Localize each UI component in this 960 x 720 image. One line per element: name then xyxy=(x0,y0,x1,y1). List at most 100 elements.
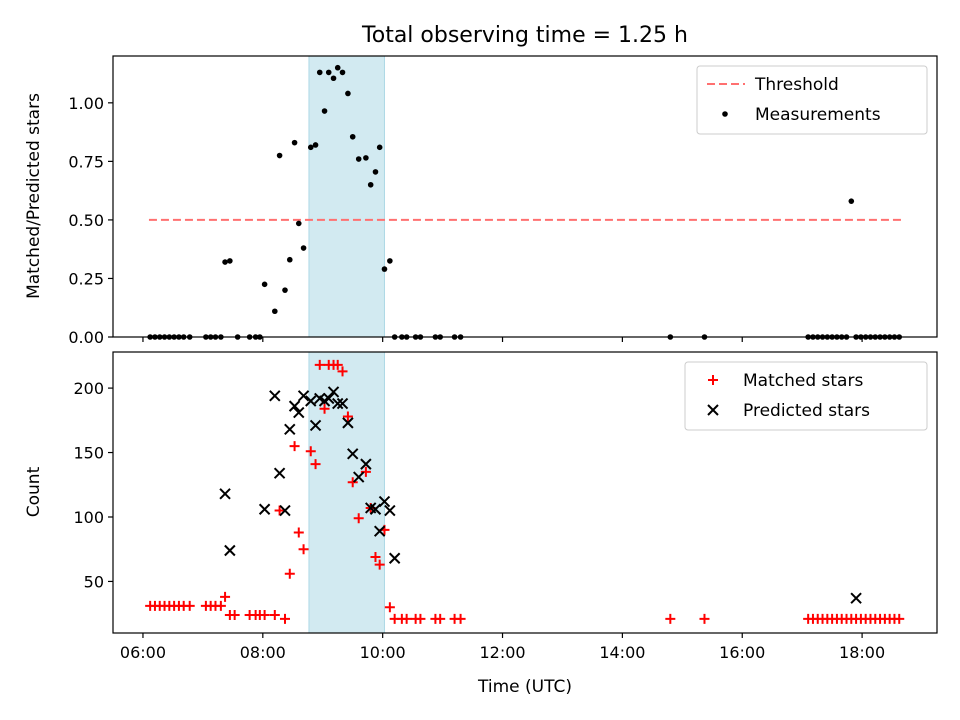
predicted-star-point xyxy=(219,488,231,500)
matched-star-point xyxy=(274,505,285,516)
legend-measurement-swatch xyxy=(722,111,728,117)
measurement-point xyxy=(330,75,337,82)
matched-star-point xyxy=(293,527,304,538)
measurement-point xyxy=(272,308,278,315)
predicted-star-point xyxy=(224,544,236,557)
matched-star-point xyxy=(455,613,466,624)
x-tick-label: 06:00 xyxy=(120,643,166,662)
predicted-star-point xyxy=(284,423,296,436)
y-tick-label: 150 xyxy=(73,444,104,463)
measurement-point xyxy=(300,245,307,251)
measurement-point xyxy=(372,169,379,175)
x-tick-label: 08:00 xyxy=(240,643,286,662)
matched-star-point xyxy=(310,459,321,470)
matched-star-point xyxy=(374,559,385,570)
matched-star-point xyxy=(229,609,240,620)
matched-star-point xyxy=(894,613,905,624)
measurement-point xyxy=(307,144,314,151)
predicted-star-point xyxy=(327,386,340,398)
bottom-panel-counts: 50 100 150 200 06:00 08:00 10:00 12:00 14:00 16:0… xyxy=(73,351,938,662)
measurement-point xyxy=(376,144,383,151)
legend-predicted-swatch xyxy=(707,404,719,416)
matched-star-point xyxy=(370,551,381,562)
y-tick-label: 0.75 xyxy=(68,152,104,171)
predicted-star-point xyxy=(373,525,386,537)
measurement-point xyxy=(367,181,374,188)
measurement-point xyxy=(345,90,351,97)
predicted-star-point xyxy=(342,417,354,429)
matched-star-point xyxy=(220,591,231,602)
predicted-star-point xyxy=(378,495,391,508)
matched-star-point xyxy=(435,613,446,624)
predicted-star-point xyxy=(297,390,310,402)
legend-entry-label: Predicted stars xyxy=(743,401,870,421)
legend xyxy=(684,361,928,431)
predicted-star-point xyxy=(352,471,365,483)
predicted-star-point xyxy=(388,552,401,564)
y-tick-label: 1.00 xyxy=(68,94,104,113)
y-tick-label: 50 xyxy=(84,572,104,591)
axes-frame xyxy=(112,351,938,634)
predicted-star-point xyxy=(336,397,349,410)
predicted-star-point xyxy=(258,503,271,515)
legend-entry-label: Matched stars xyxy=(743,371,863,391)
measurement-point xyxy=(325,69,332,76)
matched-star-point xyxy=(184,600,195,611)
matched-star-point xyxy=(332,359,343,370)
x-tick-label: 14:00 xyxy=(599,643,645,662)
matched-star-point xyxy=(401,613,412,624)
x-tick-label: 10:00 xyxy=(360,643,406,662)
predicted-star-point xyxy=(332,397,344,410)
measurement-point xyxy=(222,259,228,265)
predicted-star-point xyxy=(850,592,862,604)
matched-star-point xyxy=(415,613,426,624)
predicted-star-point xyxy=(269,390,281,402)
measurement-point xyxy=(282,287,288,293)
predicted-star-point xyxy=(293,406,305,419)
matched-star-point xyxy=(342,411,353,422)
predicted-star-point xyxy=(305,395,317,407)
predicted-star-point xyxy=(323,392,335,405)
x-tick-label: 16:00 xyxy=(719,643,765,662)
top-panel-ratio: 0.00 0.25 0.50 0.75 1.00 Threshold Measurement… xyxy=(68,55,938,347)
measurement-point xyxy=(286,256,293,263)
measurement-point xyxy=(381,266,388,272)
y-tick-label: 0.00 xyxy=(68,328,104,347)
measurement-point xyxy=(312,142,319,148)
y-axis-label-count: Count xyxy=(24,466,44,517)
matched-star-point xyxy=(289,441,300,452)
measurement-point xyxy=(321,108,328,114)
highlight-band xyxy=(308,55,385,338)
matched-star-point xyxy=(347,477,358,488)
legend xyxy=(696,65,928,135)
measurement-point xyxy=(334,64,341,71)
matched-star-point xyxy=(305,446,316,457)
matched-star-point xyxy=(353,513,364,524)
predicted-star-point xyxy=(384,504,396,517)
predicted-star-point xyxy=(273,467,286,479)
predicted-star-point xyxy=(288,400,301,412)
measurement-point xyxy=(295,220,302,227)
y-tick-label: 0.25 xyxy=(68,269,104,288)
measurement-point xyxy=(387,258,393,264)
chart-title: Total observing time = 1.25 h xyxy=(361,23,688,48)
matched-star-point xyxy=(699,613,710,624)
predicted-star-point xyxy=(279,504,291,517)
matched-star-point xyxy=(665,613,676,624)
y-tick-label: 100 xyxy=(73,508,104,527)
matched-star-point xyxy=(279,613,290,624)
measurement-point xyxy=(276,152,283,159)
measurement-point xyxy=(363,155,369,161)
matched-star-point xyxy=(215,600,226,611)
matched-star-point xyxy=(298,544,309,555)
matched-star-point xyxy=(337,366,348,377)
measurement-point xyxy=(349,133,356,140)
matched-star-point xyxy=(259,609,270,620)
legend-entry-label: Threshold xyxy=(754,75,839,95)
legend-entry-label: Measurements xyxy=(755,105,881,125)
measurement-point xyxy=(355,156,362,162)
matched-star-point xyxy=(269,609,280,620)
x-axis-label: Time (UTC) xyxy=(477,677,572,697)
y-axis-label-ratio: Matched/Predicted stars xyxy=(24,93,44,299)
